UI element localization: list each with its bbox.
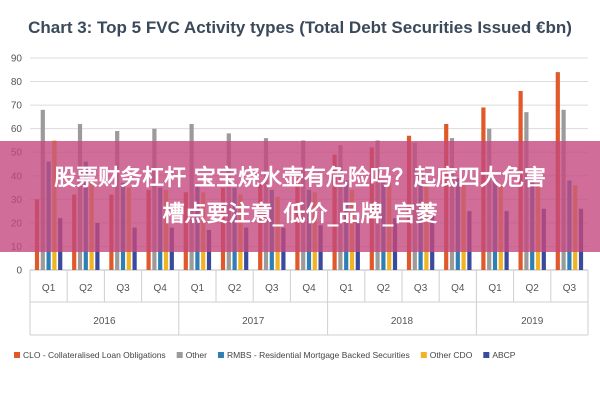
group-label: 2016 — [93, 316, 116, 327]
x-tick-label: Q4 — [302, 283, 316, 294]
group-label: 2018 — [391, 316, 414, 327]
x-tick-label: Q1 — [488, 283, 502, 294]
chart-title: Chart 3: Top 5 FVC Activity types (Total… — [28, 18, 572, 37]
overlay-line-2: 槽点要注意_低价_品牌_宫菱 — [162, 201, 438, 227]
x-tick-label: Q3 — [265, 283, 279, 294]
x-tick-label: Q4 — [154, 283, 168, 294]
overlay-banner[interactable]: 股票财务杠杆 宝宝烧水壶有危险吗？起底四大危害 槽点要注意_低价_品牌_宫菱 — [0, 141, 600, 252]
legend-swatch — [483, 352, 490, 358]
legend-label: Other CDO — [430, 350, 473, 360]
x-tick-label: Q1 — [191, 283, 205, 294]
x-tick-label: Q2 — [79, 283, 93, 294]
legend-swatch — [420, 352, 427, 358]
y-tick-label: 0 — [16, 266, 22, 277]
legend-label: Other — [186, 350, 207, 360]
x-tick-label: Q1 — [42, 283, 56, 294]
legend-swatch — [176, 352, 183, 358]
x-tick-label: Q2 — [228, 283, 242, 294]
x-tick-label: Q3 — [563, 283, 577, 294]
legend-swatch — [14, 352, 20, 358]
legend-label: CLO - Collateralised Loan Obligations — [23, 350, 166, 360]
group-label: 2017 — [242, 316, 265, 327]
legend: CLO - Collateralised Loan Obligations Oth… — [14, 350, 516, 360]
legend-label: ABCP — [492, 350, 515, 360]
overlay-line-1: 股票财务杠杆 宝宝烧水壶有危险吗？起底四大危害 — [54, 165, 546, 191]
y-tick-label: 90 — [11, 54, 23, 65]
x-tick-label: Q3 — [414, 283, 428, 294]
y-tick-label: 70 — [11, 101, 23, 112]
legend-label: RMBS - Residential Mortgage Backed Secur… — [227, 350, 410, 360]
x-tick-label: Q3 — [116, 283, 130, 294]
y-tick-label: 60 — [11, 124, 23, 135]
group-label: 2019 — [521, 316, 544, 327]
legend-swatch — [217, 352, 224, 358]
x-tick-label: Q2 — [377, 283, 391, 294]
x-tick-label: Q2 — [526, 283, 540, 294]
x-tick-label: Q1 — [340, 283, 354, 294]
x-tick-label: Q4 — [451, 283, 465, 294]
y-tick-label: 80 — [11, 77, 23, 88]
